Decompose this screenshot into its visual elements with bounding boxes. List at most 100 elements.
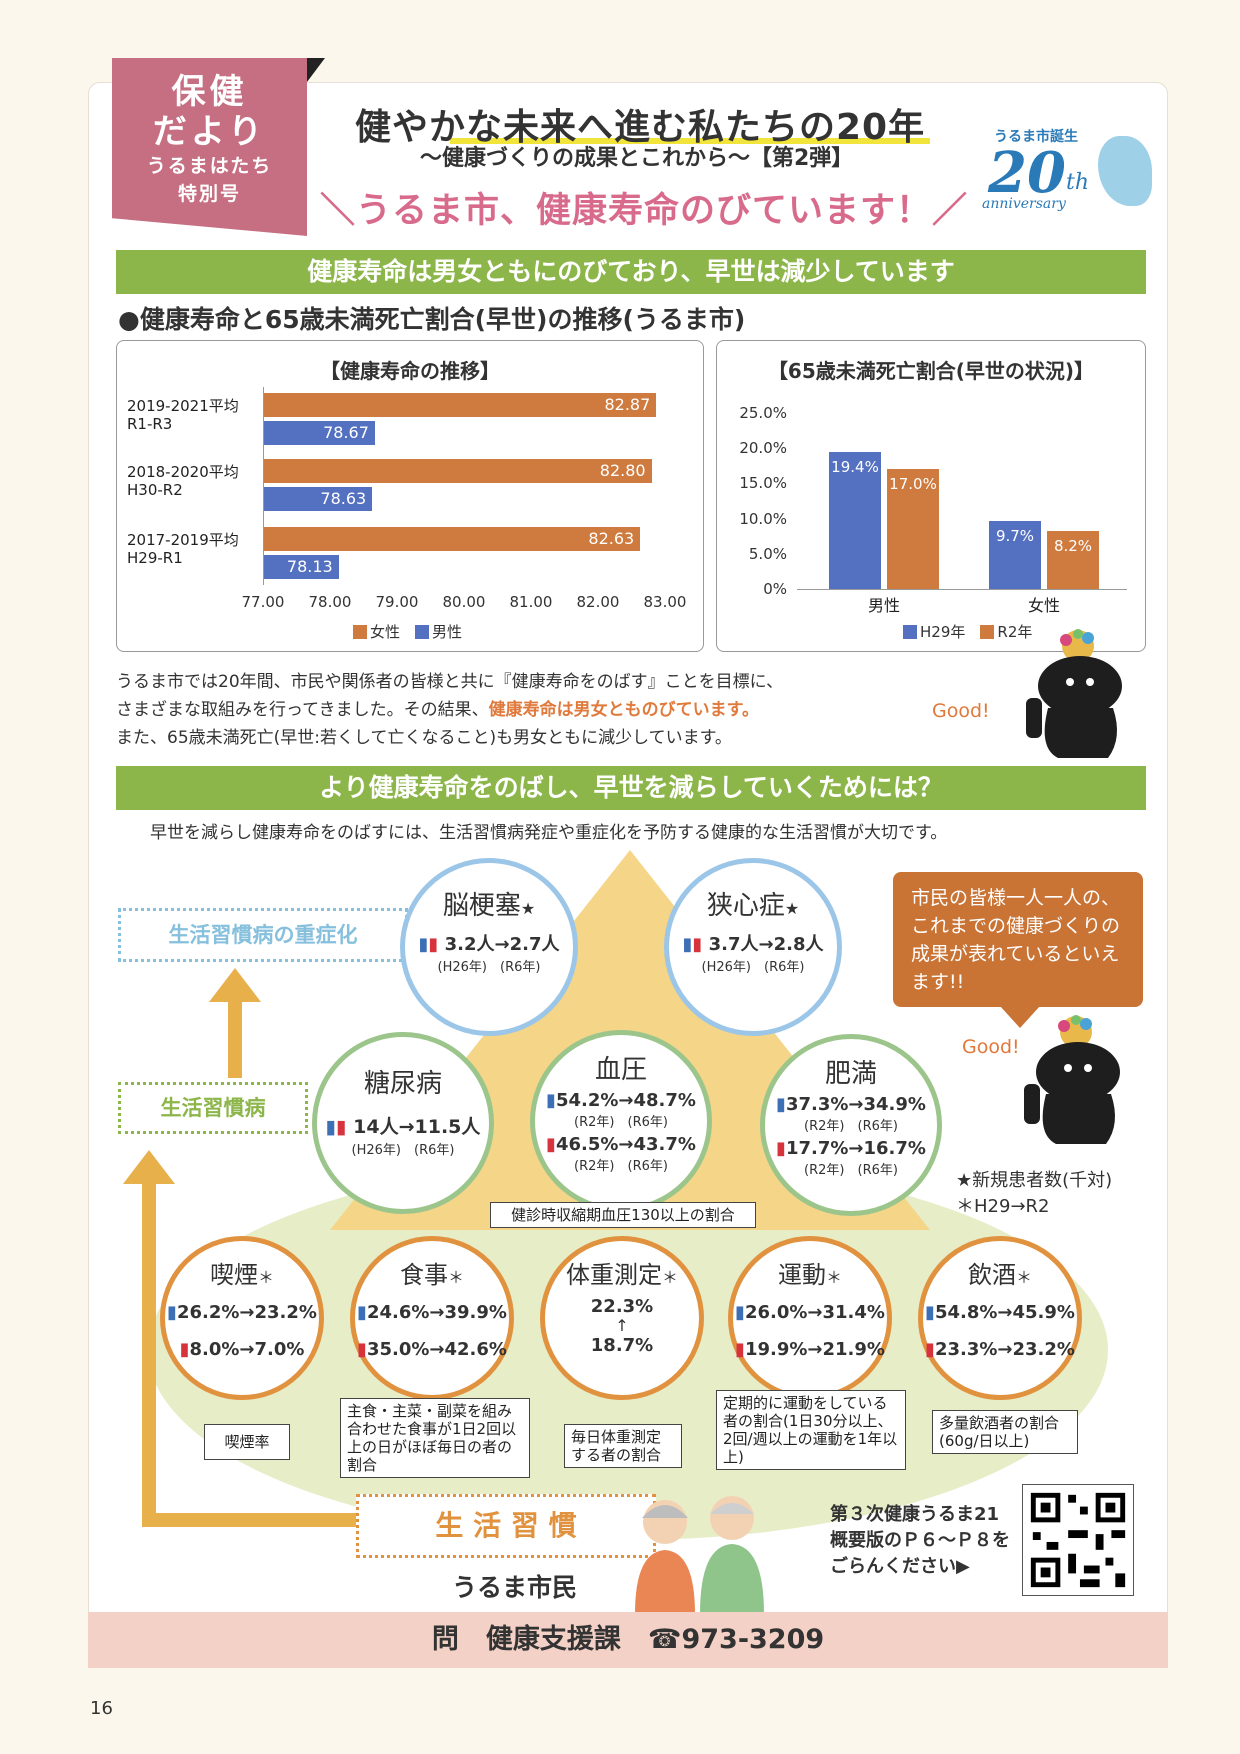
section1-heading: ●健康寿命と65歳未満死亡割合(早世)の推移(うるま市) bbox=[118, 300, 745, 336]
drinking-title: 飲酒＊ bbox=[923, 1255, 1077, 1290]
bp-note: 健診時収縮期血圧130以上の割合 bbox=[490, 1202, 756, 1228]
diet-female-value: ▮35.0%→42.6% bbox=[355, 1339, 509, 1360]
chart1-tick: 77.00 bbox=[239, 593, 287, 611]
arrow-base bbox=[142, 1513, 362, 1527]
obesity-title: 肥満 bbox=[765, 1053, 937, 1090]
chart2-tick: 10.0% bbox=[723, 510, 787, 528]
female-icon: ▮ bbox=[357, 1339, 367, 1360]
chart2-bar-r2: 17.0% bbox=[887, 469, 939, 589]
qr-code-icon[interactable] bbox=[1022, 1484, 1134, 1596]
section2-banner: より健康寿命をのばし、早世を減らしていくためには？ bbox=[116, 766, 1146, 810]
weight-title: 体重測定＊ bbox=[545, 1255, 699, 1290]
severe-label: 生活習慣病の重症化 bbox=[118, 908, 408, 962]
arrow-up-1-icon bbox=[209, 968, 261, 1002]
circle-diabetes: 糖尿病 ▮▮ 14人→11.5人 (H26年) (R6年) bbox=[312, 1032, 494, 1214]
page-number: 16 bbox=[90, 1698, 113, 1719]
circle-obesity: 肥満 ▮37.3%→34.9% (R2年) (R6年) ▮17.7%→16.7%… bbox=[760, 1034, 942, 1216]
obesity-male-years: (R2年) (R6年) bbox=[765, 1115, 937, 1134]
disease-label: 生活習慣病 bbox=[118, 1082, 308, 1134]
section1-banner: 健康寿命は男女ともにのびており、早世は減少しています bbox=[116, 250, 1146, 294]
summary-line3: また、65歳未満死亡(早世:若くして亡くなること)も男女ともに減少しています。 bbox=[116, 724, 783, 752]
chart1-category: 2017-2019平均H29-R1 bbox=[127, 531, 239, 567]
arrow-up-2-shaft bbox=[142, 1182, 156, 1527]
circle-stroke: 脳梗塞★ ▮▮ 3.2人→2.7人 (H26年) (R6年) bbox=[400, 858, 578, 1036]
drinking-note: 多量飲酒者の割合(60g/日以上) bbox=[932, 1410, 1078, 1454]
male-icon: ▮ bbox=[357, 1302, 367, 1323]
stroke-years: (H26年) (R6年) bbox=[405, 956, 573, 975]
early-death-chart: 【65歳未満死亡割合(早世の状況)】 25.0%20.0%15.0%10.0%5… bbox=[716, 340, 1146, 652]
arrow-up-2-icon bbox=[123, 1150, 175, 1184]
chart1-category: 2019-2021平均R1-R3 bbox=[127, 397, 239, 433]
stroke-title: 脳梗塞★ bbox=[405, 885, 573, 922]
slogan: ＼うるま市、健康寿命のびています！／ bbox=[320, 182, 968, 233]
smoking-note: 喫煙率 bbox=[204, 1424, 290, 1460]
section2-intro: 早世を減らし健康寿命をのばすには、生活習慣病発症や重症化を予防する健康的な生活習… bbox=[150, 818, 947, 843]
male-icon: ▮ bbox=[167, 1302, 177, 1323]
angina-value: ▮▮ 3.7人→2.8人 bbox=[669, 930, 837, 956]
chart1-tick: 82.00 bbox=[574, 593, 622, 611]
chart2-bar-h29: 9.7% bbox=[989, 521, 1041, 589]
bp-female-years: (R2年) (R6年) bbox=[535, 1155, 707, 1174]
smoking-male-value: ▮26.2%→23.2% bbox=[165, 1302, 319, 1323]
bp-title: 血圧 bbox=[535, 1049, 707, 1086]
bp-male-value: ▮54.2%→48.7% bbox=[535, 1090, 707, 1111]
male-icon: ▮ bbox=[735, 1302, 745, 1323]
summary-line2: さまざまな取組みを行ってきました。その結果、健康寿命は男女とものびています。 bbox=[116, 696, 783, 724]
chart1-bar-male: 78.63 bbox=[263, 487, 372, 511]
tag-line1: 保健 bbox=[112, 72, 307, 112]
logo-th: th bbox=[1066, 170, 1089, 195]
chart1-bar-female: 82.80 bbox=[263, 459, 652, 483]
person-pair-icon: ▮ bbox=[683, 934, 693, 955]
weight-value-b: 18.7% bbox=[545, 1335, 699, 1356]
up-arrow-icon: ↑ bbox=[545, 1317, 699, 1335]
chart2-bar-h29: 19.4% bbox=[829, 452, 881, 589]
tag-line2: だより bbox=[112, 112, 307, 152]
smoking-female-value: ▮8.0%→7.0% bbox=[165, 1339, 319, 1360]
logo-anniversary: anniversary bbox=[982, 196, 1066, 212]
arrow-up-1-shaft bbox=[228, 1000, 242, 1078]
obesity-female-years: (R2年) (R6年) bbox=[765, 1159, 937, 1178]
angina-title: 狭心症★ bbox=[669, 885, 837, 922]
angina-years: (H26年) (R6年) bbox=[669, 956, 837, 975]
bp-female-value: ▮46.5%→43.7% bbox=[535, 1134, 707, 1155]
chart1-tick: 80.00 bbox=[440, 593, 488, 611]
circle-diet: 食事＊▮24.6%→39.9% ▮35.0%→42.6% bbox=[350, 1236, 514, 1400]
good-label-2: Good! bbox=[962, 1036, 1020, 1058]
person-pair-icon: ▮ bbox=[419, 934, 429, 955]
diet-title: 食事＊ bbox=[355, 1255, 509, 1290]
elderly-couple-icon bbox=[620, 1484, 780, 1614]
mascot-icon-2 bbox=[1016, 1014, 1136, 1149]
chart2-category: 男性 bbox=[829, 597, 939, 615]
summary-line1: うるま市では20年間、市民や関係者の皆様と共に『健康寿命をのばす』ことを目標に、 bbox=[116, 668, 783, 696]
mascot-icon bbox=[1018, 628, 1138, 763]
bp-male-years: (R2年) (R6年) bbox=[535, 1111, 707, 1130]
chart2-tick: 20.0% bbox=[723, 439, 787, 457]
circle-drinking: 飲酒＊▮54.8%→45.9% ▮23.3%→23.2% bbox=[918, 1236, 1082, 1400]
diabetes-value: ▮▮ 14人→11.5人 bbox=[317, 1112, 489, 1139]
diabetes-years: (H26年) (R6年) bbox=[317, 1139, 489, 1158]
weight-note: 毎日体重測定する者の割合 bbox=[564, 1424, 682, 1468]
chart1-tick: 81.00 bbox=[507, 593, 555, 611]
chart2-category: 女性 bbox=[989, 597, 1099, 615]
chart1-tick: 83.00 bbox=[641, 593, 689, 611]
summary-line2a: さまざまな取組みを行ってきました。その結果、 bbox=[116, 700, 489, 720]
circle-exercise: 運動＊▮26.0%→31.4% ▮19.9%→21.9% bbox=[728, 1236, 892, 1400]
obesity-male-value: ▮37.3%→34.9% bbox=[765, 1094, 937, 1115]
stroke-value: ▮▮ 3.2人→2.7人 bbox=[405, 930, 573, 956]
message-bubble: 市民の皆様一人一人の、これまでの健康づくりの成果が表れているといえます!! bbox=[893, 872, 1143, 1007]
chart2-baseline bbox=[797, 589, 1127, 590]
qr-text: 第３次健康うるま21 概要版のＰ６〜Ｐ８を ごらんください▶ bbox=[830, 1502, 1010, 1580]
qr-text-2: 概要版のＰ６〜Ｐ８を bbox=[830, 1528, 1010, 1554]
diabetes-title: 糖尿病 bbox=[317, 1063, 489, 1100]
summary-text: うるま市では20年間、市民や関係者の皆様と共に『健康寿命をのばす』ことを目標に、… bbox=[116, 668, 783, 752]
female-icon: ▮ bbox=[735, 1339, 745, 1360]
newsletter-tag: 保健 だより うるまはたち 特別号 bbox=[112, 58, 307, 236]
citizen-label: うるま市民 bbox=[452, 1568, 577, 1604]
chart1-tick: 78.00 bbox=[306, 593, 354, 611]
chart2-tick: 5.0% bbox=[723, 545, 787, 563]
circle-smoking: 喫煙＊ ▮26.2%→23.2% ▮8.0%→7.0% bbox=[160, 1236, 324, 1400]
summary-highlight: 健康寿命は男女とものびています。 bbox=[489, 700, 759, 720]
contact-footer: 問 健康支援課 ☎973-3209 bbox=[88, 1612, 1168, 1668]
smoking-title: 喫煙＊ bbox=[165, 1255, 319, 1290]
circle-angina: 狭心症★ ▮▮ 3.7人→2.8人 (H26年) (R6年) bbox=[664, 858, 842, 1036]
